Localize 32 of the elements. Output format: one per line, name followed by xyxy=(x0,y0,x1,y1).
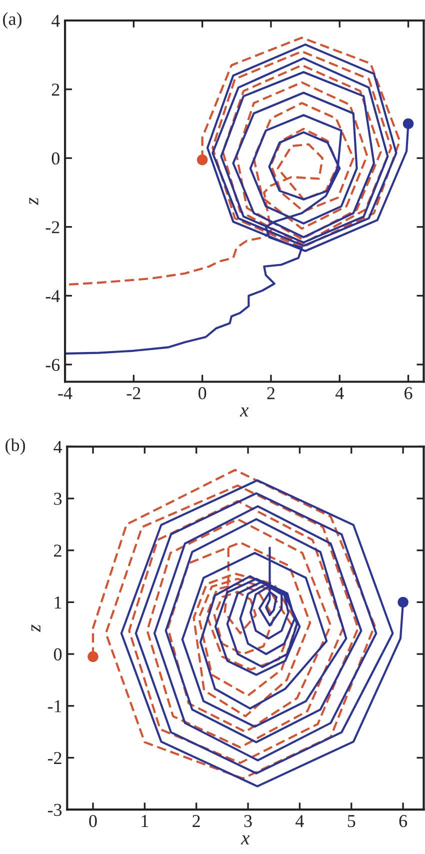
y-tick-label: -2 xyxy=(48,752,62,764)
chart-title: (b) xyxy=(6,438,26,455)
y-tick-label: 4 xyxy=(51,14,60,27)
x-tick-label: 6 xyxy=(399,815,408,828)
y-tick-label: -4 xyxy=(46,290,60,302)
y-tick-label: 2 xyxy=(52,84,60,96)
y-tick-label: 4 xyxy=(54,441,62,453)
x-tick-label: 4 xyxy=(335,387,344,400)
x-tick-label: 2 xyxy=(192,815,200,827)
x-tick-label: 5 xyxy=(348,815,356,828)
x-tick-label: 3 xyxy=(244,815,252,828)
x-tick-label: 4 xyxy=(296,815,304,827)
y-tick-label: 0 xyxy=(54,648,62,660)
y-tick-label: 3 xyxy=(54,492,62,505)
y-tick-label: 2 xyxy=(54,544,62,557)
x-tick-label: 0 xyxy=(198,387,206,400)
x-tick-label: -2 xyxy=(126,387,140,400)
y-axis-title: z xyxy=(31,624,40,632)
x-tick-label: 0 xyxy=(89,814,97,828)
y-tick-label: -3 xyxy=(48,804,62,816)
y-tick-label: -2 xyxy=(46,221,60,234)
x-tick-label: 1 xyxy=(142,815,148,827)
y-tick-label: -1 xyxy=(48,700,62,712)
x-axis-title: x xyxy=(240,835,250,844)
y-tick-label: -6 xyxy=(46,358,60,371)
x-axis-title: x xyxy=(240,408,249,416)
y-tick-label: 0 xyxy=(52,152,60,165)
x-tick-label: 6 xyxy=(404,387,412,400)
chart-title: (a) xyxy=(3,12,22,29)
x-tick-label: 2 xyxy=(267,387,274,400)
y-tick-label: 1 xyxy=(54,596,62,608)
y-axis-title: z xyxy=(29,198,38,206)
